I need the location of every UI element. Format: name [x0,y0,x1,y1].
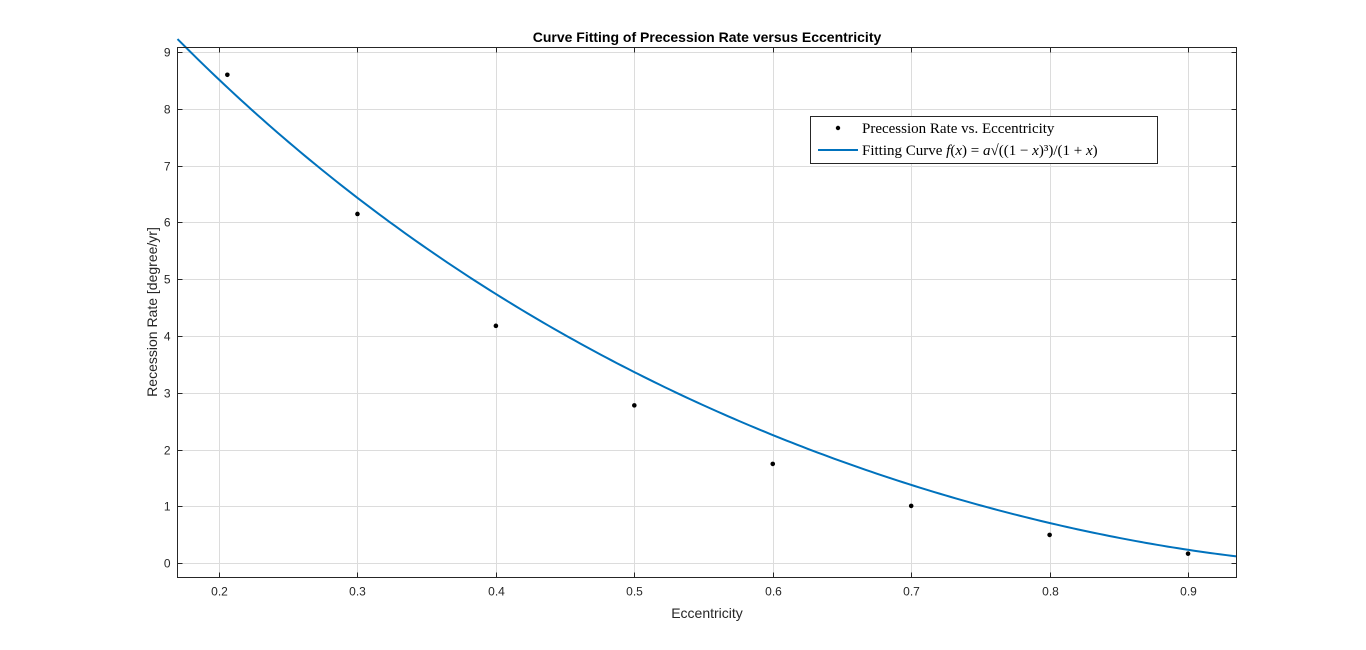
scatter-point [225,72,230,78]
x-tick-label: 0.6 [765,585,782,599]
y-tick-label: 7 [164,160,171,174]
x-tick-label: 0.3 [349,585,366,599]
legend-box [810,116,1158,164]
x-tick-label: 0.9 [1180,585,1197,599]
scatter-point [1047,532,1052,538]
x-tick-label: 0.4 [488,585,505,599]
scatter-point [493,323,499,329]
y-tick-label: 2 [164,444,171,458]
y-tick-label: 6 [164,216,171,230]
ticks: 0.2 0.3 0.4 0.5 0.6 0.7 0.8 0.9 0 1 2 3 4 5 6 7 8 9 [164,46,1237,599]
chart-title: Curve Fitting of Precession Rate versus … [533,29,882,45]
x-tick-label: 0.5 [626,585,643,599]
y-tick-label: 9 [164,46,171,60]
legend: Precession Rate vs. Eccentricity Fitting… [810,116,1158,164]
x-axis-label: Eccentricity [671,605,743,621]
y-tick-label: 5 [164,273,171,287]
legend-label-fit: Fitting Curve f(x) = a√((1 − x)³)/(1 + x… [862,143,1098,159]
x-tick-label: 0.8 [1042,585,1059,599]
x-tick-label: 0.2 [211,585,228,599]
series-layer [176,38,1237,558]
fit-curve [176,38,1237,558]
y-axis-label: Recession Rate [degree/yr] [144,227,160,397]
scatter-point [770,461,776,467]
y-tick-label: 8 [164,103,171,117]
legend-label-scatter: Precession Rate vs. Eccentricity [862,121,1055,137]
y-tick-label: 0 [164,557,171,571]
scatter-point [355,211,360,217]
y-tick-label: 4 [164,330,171,344]
y-tick-label: 1 [164,500,171,514]
scatter-point [632,403,637,408]
axes-box [177,47,1237,578]
scatter-point [1185,551,1191,556]
legend-marker-scatter [835,125,841,131]
scatter-point [908,503,914,509]
legend-label-fit-name: Fitting Curve [862,143,943,159]
x-tick-label: 0.7 [903,585,920,599]
y-tick-label: 3 [164,387,171,401]
